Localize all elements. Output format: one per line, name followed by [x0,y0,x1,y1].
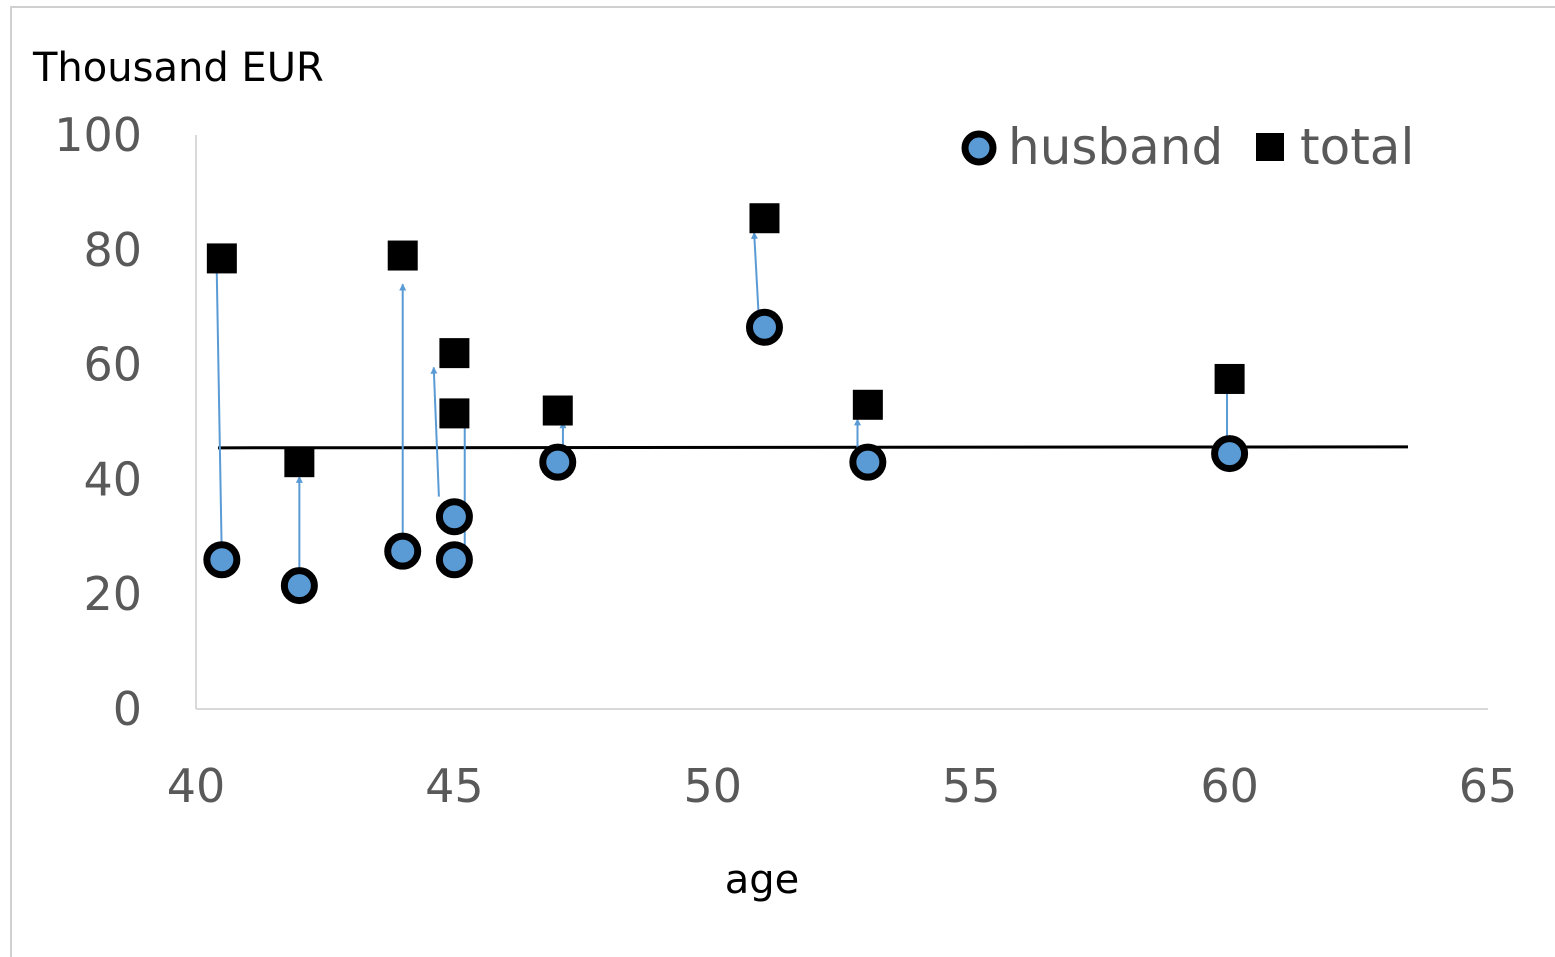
husband-point [280,567,318,605]
total-point [1214,363,1245,394]
total-point [439,338,470,369]
total-point [387,240,418,271]
total-point [852,389,883,420]
total-point [439,398,470,429]
legend-total-marker [1256,133,1284,161]
husband-point [384,532,422,570]
y-tick-label: 100 [54,108,142,162]
x-tick-label: 50 [684,759,743,813]
x-tick-label: 40 [167,759,226,813]
legend-husband-marker [961,130,997,166]
x-tick-label: 60 [1200,759,1259,813]
total-point [206,243,237,274]
x-tick-label: 55 [942,759,1001,813]
legend-husband-label: husband [1008,118,1223,176]
y-tick-label: 60 [83,338,142,392]
arrows [213,231,1231,586]
y-tick-label: 20 [83,567,142,621]
y-tick-label: 0 [113,682,142,736]
arrow [430,366,440,497]
x-tick-label: 65 [1459,759,1518,813]
x-tick-label: 45 [425,759,484,813]
legend-total-label: total [1300,118,1414,176]
husband-point [435,541,473,579]
x-axis-label: age [725,857,800,903]
husband-point [539,443,577,481]
husband-point [203,541,241,579]
chart-frame [10,6,1555,957]
reference-line [217,445,1409,450]
tick-labels: 0 20 40 60 80 100 40 45 50 55 60 65 [54,108,1517,813]
legend: husband total [961,118,1414,176]
total-point [284,447,315,478]
husband-point [1211,435,1249,473]
y-tick-label: 40 [83,452,142,506]
husband-point [435,498,473,536]
husband-point [849,443,887,481]
data-points [203,203,1249,605]
husband-point [745,308,783,346]
total-point [749,203,780,234]
y-tick-label: 80 [83,223,142,277]
arrow [213,266,223,560]
reference-line-group [217,445,1409,450]
y-axis-label: Thousand EUR [32,45,324,91]
axes [195,135,1488,710]
total-point [542,395,573,426]
